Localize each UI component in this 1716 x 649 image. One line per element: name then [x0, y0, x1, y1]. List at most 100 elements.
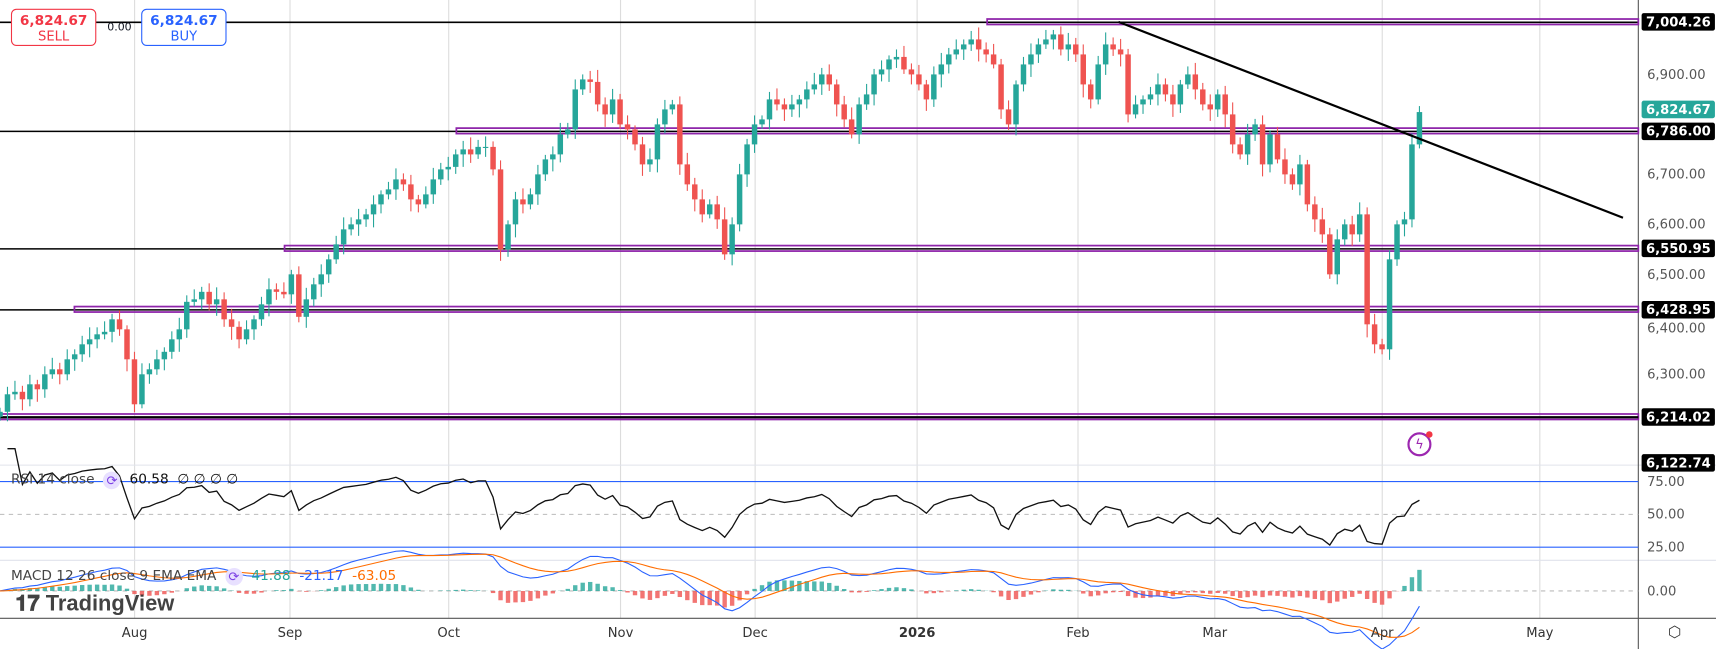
candle-body	[594, 81, 601, 105]
buy-label: BUY	[170, 28, 198, 44]
candle-body	[311, 284, 317, 300]
macd-histogram-bar	[490, 590, 496, 594]
macd-histogram-bar	[931, 590, 937, 594]
macd-histogram-bar	[1178, 590, 1183, 595]
macd-histogram-bar	[954, 590, 959, 591]
candle-body	[759, 119, 765, 125]
macd-histogram-bar	[475, 590, 481, 591]
macd-histogram-bar	[1193, 590, 1198, 593]
macd-histogram-bar	[498, 590, 503, 601]
candle-body	[1170, 94, 1176, 105]
macd-histogram-bar	[109, 584, 115, 591]
macd-histogram-bar	[1237, 590, 1243, 598]
macd-histogram-bar	[610, 587, 615, 591]
candle-body	[42, 374, 48, 390]
macd-histogram-bar	[640, 590, 645, 599]
macd-histogram-bar	[909, 589, 914, 591]
settings-icon[interactable]: ⬡	[1667, 623, 1682, 642]
candle-body	[213, 299, 220, 305]
macd-histogram-bar	[460, 589, 466, 591]
macd-histogram-bar	[244, 590, 249, 594]
macd-histogram-bar	[812, 581, 817, 591]
macd-histogram-bar	[147, 590, 152, 596]
macd-histogram-bar	[797, 580, 802, 591]
price-level-label: 6,214.02	[1641, 408, 1716, 427]
candle-body	[1334, 239, 1340, 275]
candle-body	[1409, 144, 1415, 220]
candle-body	[318, 274, 324, 285]
macd-histogram-bar	[670, 590, 675, 594]
price-level-label: 6,122.74	[1641, 454, 1716, 472]
candle-body	[729, 224, 735, 255]
macd-histogram-bar	[729, 590, 735, 606]
level-zone	[986, 18, 1640, 26]
macd-histogram-bar	[939, 590, 944, 593]
macd-histogram-bar	[416, 589, 421, 591]
macd-histogram-bar	[87, 584, 92, 591]
candle-body	[176, 329, 183, 340]
candle-body	[370, 204, 377, 215]
macd-histogram-bar	[976, 589, 981, 591]
macd-histogram-bar	[886, 587, 892, 591]
candle-body	[1267, 134, 1273, 165]
macd-histogram-bar	[326, 588, 331, 591]
macd-histogram-bar	[1103, 590, 1108, 594]
macd-histogram-bar	[565, 588, 570, 591]
time-label: Feb	[1066, 624, 1090, 641]
macd-histogram-bar	[677, 590, 683, 598]
candle-body	[34, 384, 41, 390]
macd-histogram-bar	[991, 590, 996, 593]
rsi-tick: 50.00	[1647, 506, 1685, 523]
macd-histogram-bar	[1409, 577, 1415, 591]
macd-legend: MACD 12 26 close 9 EMA EMA ⟳ 41.88 -21.1…	[11, 567, 401, 585]
candle-body	[1386, 259, 1393, 350]
candle-body	[587, 79, 593, 82]
macd-histogram-bar	[50, 586, 55, 591]
buy-button[interactable]: 6,824.67 BUY	[141, 8, 227, 46]
macd-histogram-bar	[617, 590, 623, 591]
candle-body	[1028, 54, 1034, 65]
macd-histogram-bar	[1350, 590, 1355, 597]
time-label: Nov	[607, 624, 634, 641]
candle-body	[273, 289, 280, 292]
candle-body	[811, 84, 818, 90]
lightning-icon[interactable]: ϟ	[1407, 431, 1433, 457]
macd-histogram-bar	[595, 583, 600, 591]
candle-body	[602, 104, 608, 115]
candle-body	[423, 194, 429, 205]
macd-histogram-bar	[1372, 590, 1377, 603]
candle-body	[1050, 34, 1057, 40]
macd-histogram-bar	[864, 590, 869, 592]
macd-histogram-bar	[304, 590, 309, 592]
macd-histogram-bar	[744, 590, 750, 595]
refresh-icon[interactable]: ⟳	[103, 471, 121, 489]
buy-price: 6,824.67	[150, 12, 218, 29]
refresh-icon[interactable]: ⟳	[225, 567, 243, 585]
macd-histogram-bar	[1245, 590, 1250, 598]
candle-body	[415, 199, 422, 205]
candle-body	[1289, 174, 1296, 185]
candle-body	[975, 39, 982, 50]
macd-histogram-bar	[782, 580, 787, 591]
rsi-title: RSI 14 close	[10, 470, 95, 488]
candle-body	[1117, 49, 1124, 55]
candle-body	[475, 146, 481, 155]
macd-histogram-bar	[1118, 590, 1123, 593]
candle-body	[251, 319, 257, 330]
macd-histogram-bar	[1081, 590, 1086, 594]
macd-histogram-bar	[333, 587, 339, 591]
macd-histogram-bar	[647, 590, 653, 600]
candle-body	[206, 291, 212, 305]
candle-body	[296, 274, 302, 317]
candle-body	[184, 301, 190, 330]
candle-body	[550, 154, 556, 160]
candle-body	[953, 49, 959, 55]
macd-histogram-bar	[961, 589, 966, 591]
sell-button[interactable]: 6,824.67 SELL	[10, 8, 97, 46]
candle-body	[490, 146, 496, 170]
candle-body	[1297, 164, 1303, 185]
macd-histogram-bar	[341, 585, 346, 591]
macd-histogram-bar	[102, 584, 107, 591]
